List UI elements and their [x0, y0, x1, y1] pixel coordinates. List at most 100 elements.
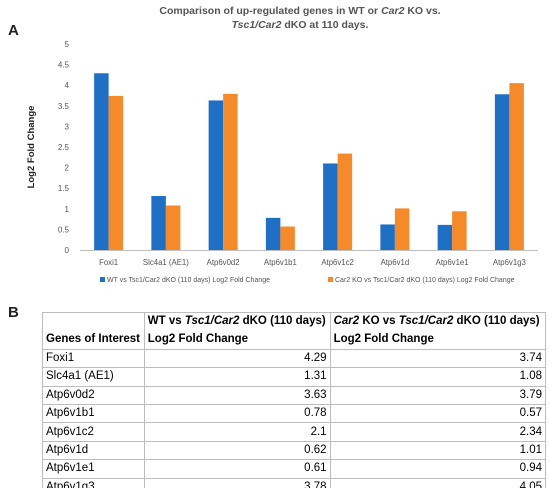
- table-cell-value: 4.05: [329, 477, 547, 488]
- bar-chart: 0 0.5 1 1.5 2 2.5 3 3.5 4 4.5 5 Foxi1 Slc4a1 (AE1) A…: [26, 40, 538, 284]
- chart-title-part: KO vs.: [404, 5, 441, 17]
- header-part-italic: Tsc1/Car2: [184, 315, 240, 328]
- bar-car2: [223, 93, 238, 251]
- table-cell-value: 0.57: [329, 403, 547, 424]
- header-part-italic: Tsc1/Car2: [398, 315, 454, 328]
- table-cell-value: 0.94: [329, 459, 547, 479]
- header-part: KO vs: [359, 315, 399, 328]
- x-tick-label: Atp6v1d: [381, 258, 410, 267]
- header-part: WT vs: [147, 315, 185, 328]
- y-axis-label: Log2 Fold Change: [26, 106, 37, 189]
- table-row: Atp6v1c2 2.1 2.34: [42, 422, 547, 442]
- table-cell-gene: Atp6v1d: [42, 440, 145, 461]
- table-cell-value: 0.78: [143, 403, 331, 424]
- x-tick-label: Slc4a1 (AE1): [143, 258, 189, 267]
- table-cell-value: 4.29: [143, 348, 331, 369]
- legend-swatch: [100, 277, 105, 282]
- bar-wt: [323, 163, 338, 250]
- table-cell-value: 0.62: [143, 440, 331, 461]
- table-header-cell: Car2 KO vs Tsc1/Car2 dKO (110 days): [329, 311, 547, 331]
- y-tick-label: 0: [65, 246, 70, 255]
- bar-car2: [394, 208, 410, 250]
- data-table: WT vs Tsc1/Car2 dKO (110 days) Car2 KO v…: [42, 311, 547, 488]
- y-tick-label: 3.5: [58, 102, 70, 111]
- bars: [94, 73, 524, 251]
- header-part-italic: Car2: [333, 315, 360, 328]
- bar-wt: [208, 100, 224, 250]
- bar-car2: [165, 205, 181, 250]
- header-part: dKO (110 days): [453, 315, 540, 328]
- table-row: Foxi1 4.29 3.74: [42, 348, 547, 369]
- x-tick-label: Atp6v0d2: [207, 258, 240, 267]
- y-tick-label: 5: [65, 40, 70, 49]
- table-cell-gene: Atp6v0d2: [42, 385, 145, 405]
- table-cell-gene: Foxi1: [42, 348, 145, 369]
- panel-label-a: A: [8, 22, 19, 39]
- bar-car2: [509, 83, 524, 250]
- table-row: Atp6v0d2 3.63 3.79: [42, 385, 547, 405]
- table-cell-value: 3.79: [329, 385, 547, 405]
- table-cell-value: 3.74: [329, 348, 547, 369]
- panel-label-b: B: [8, 304, 19, 321]
- table-cell-gene: Atp6v1g3: [42, 477, 145, 488]
- table-cell-gene: Slc4a1 (AE1): [42, 367, 145, 387]
- bar-car2: [280, 226, 295, 250]
- chart-title-part-italic: Tsc1/Car2: [231, 19, 282, 31]
- bar-wt: [494, 94, 510, 250]
- table-cell-value: 0.61: [143, 459, 331, 479]
- table-cell-gene: Atp6v1b1: [42, 403, 145, 424]
- y-axis: 0 0.5 1 1.5 2 2.5 3 3.5 4 4.5 5: [58, 40, 70, 255]
- table-cell-gene: Atp6v1e1: [42, 459, 145, 479]
- x-tick-label: Atp6v1e1: [436, 258, 469, 267]
- bar-wt: [437, 224, 453, 250]
- y-tick-label: 1.5: [58, 184, 70, 193]
- y-tick-label: 1: [65, 205, 70, 214]
- x-axis: Foxi1 Slc4a1 (AE1) Atp6v0d2 Atp6v1b1 Atp6v1c…: [99, 258, 526, 267]
- bar-wt: [265, 217, 281, 250]
- table-row: Atp6v1d 0.62 1.01: [42, 440, 547, 461]
- legend: WT vs Tsc1/Car2 dKO (110 days) Log2 Fold…: [100, 277, 515, 284]
- y-tick-label: 4.5: [58, 61, 70, 70]
- table-cell-value: 1.31: [143, 367, 331, 387]
- table-header-cell: Genes of Interest: [42, 330, 145, 350]
- table-cell-value: 2.1: [143, 422, 331, 442]
- chart-title-part-italic: Car2: [381, 5, 405, 17]
- bar-car2: [337, 153, 353, 250]
- table-header-row: WT vs Tsc1/Car2 dKO (110 days) Car2 KO v…: [42, 311, 547, 331]
- bar-wt: [151, 196, 166, 250]
- y-tick-label: 4: [65, 81, 70, 90]
- chart-title-line1: Comparison of up-regulated genes in WT o…: [120, 4, 480, 18]
- table-cell-value: 3.63: [143, 385, 331, 405]
- y-tick-label: 3: [65, 122, 70, 131]
- legend-swatch: [328, 277, 333, 282]
- x-tick-label: Atp6v1g3: [493, 258, 526, 267]
- y-tick-label: 2.5: [58, 143, 70, 152]
- x-tick-label: Atp6v1b1: [264, 258, 297, 267]
- chart-title-part: Comparison of up-regulated genes in WT o…: [159, 5, 382, 17]
- table-row: Slc4a1 (AE1) 1.31 1.08: [42, 367, 547, 387]
- y-tick-label: 2: [65, 164, 70, 173]
- legend-label: WT vs Tsc1/Car2 dKO (110 days) Log2 Fold…: [107, 277, 270, 284]
- chart-title: Comparison of up-regulated genes in WT o…: [120, 4, 480, 32]
- table-header-cell: [42, 311, 145, 331]
- table-header-cell: Log2 Fold Change: [143, 330, 331, 350]
- x-tick-label: Foxi1: [99, 258, 118, 267]
- bar-car2: [108, 95, 124, 250]
- table-header-cell: WT vs Tsc1/Car2 dKO (110 days): [143, 311, 331, 331]
- table-cell-value: 1.08: [329, 367, 547, 387]
- bar-car2: [452, 211, 467, 250]
- x-tick-label: Atp6v1c2: [321, 258, 354, 267]
- table-row: Atp6v1g3 3.78 4.05: [42, 477, 547, 488]
- bar-wt: [380, 224, 395, 250]
- table-header-cell: Log2 Fold Change: [329, 330, 547, 350]
- table-cell-value: 1.01: [329, 440, 547, 461]
- chart-title-line2: Tsc1/Car2 dKO at 110 days.: [120, 18, 480, 32]
- y-tick-label: 0.5: [58, 225, 70, 234]
- table-cell-gene: Atp6v1c2: [42, 422, 145, 442]
- chart-title-part: dKO at 110 days.: [281, 19, 369, 31]
- table-cell-value: 2.34: [329, 422, 547, 442]
- table-header-row: Genes of Interest Log2 Fold Change Log2 …: [42, 330, 547, 350]
- legend-label: Car2 KO vs Tsc1/Car2 dKO (110 days) Log2…: [335, 277, 515, 284]
- header-part: dKO (110 days): [239, 315, 326, 328]
- table-cell-value: 3.78: [143, 477, 331, 488]
